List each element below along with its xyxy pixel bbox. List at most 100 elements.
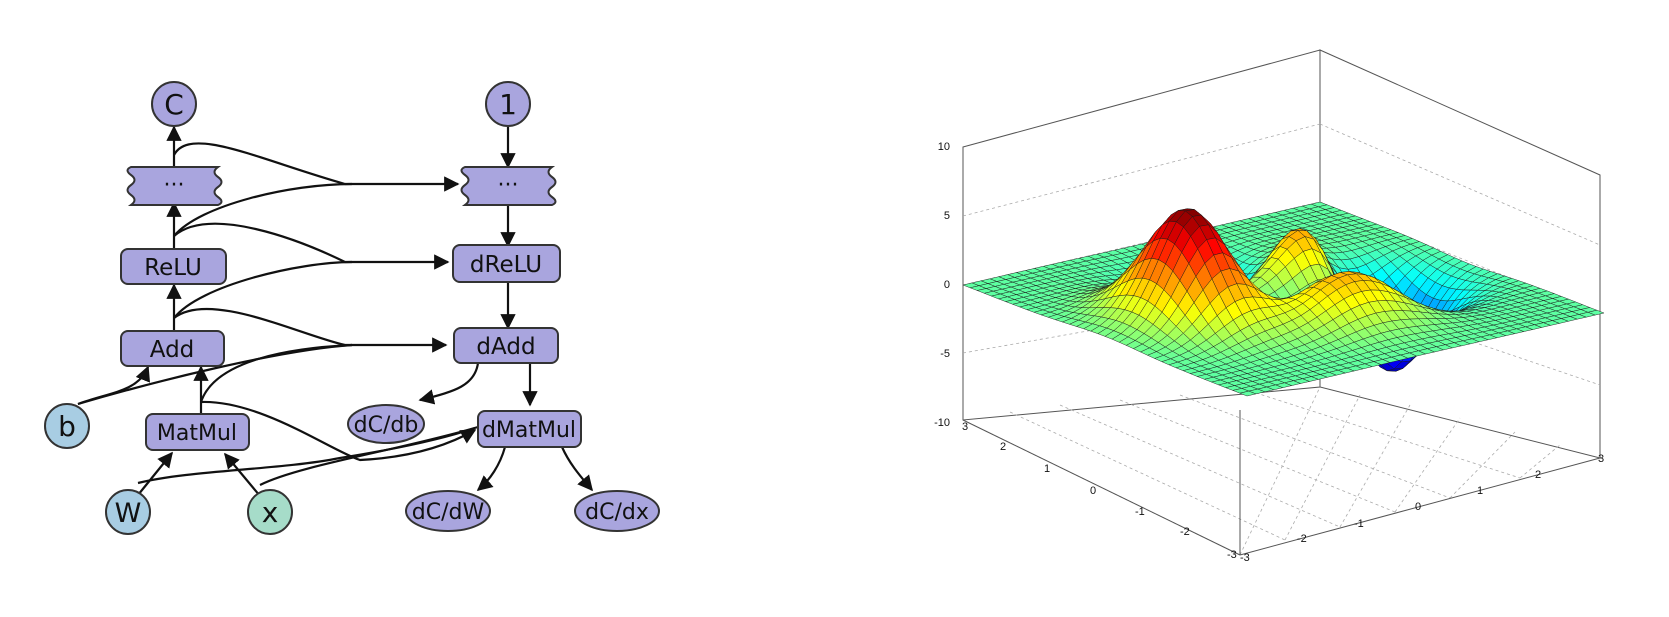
y-tick: 1 [1044, 463, 1050, 475]
surface-facet [1026, 307, 1044, 313]
surface-facet [1179, 262, 1197, 292]
surface-facet [1185, 230, 1203, 237]
surface-facet [1282, 246, 1299, 250]
surface-facet [1323, 290, 1342, 298]
surface-facet [1197, 288, 1215, 303]
surface-facet [1187, 305, 1205, 315]
surface-facet [1151, 262, 1169, 271]
x-axis-ticks: -3 -2 -1 0 1 2 3 [1240, 453, 1604, 564]
surface-facet [1163, 212, 1181, 224]
surface-facet [990, 293, 1009, 300]
surface-facet [1113, 273, 1132, 280]
surface-facet [1038, 273, 1057, 280]
surface-facet [1438, 300, 1456, 316]
surface-facet [1376, 319, 1393, 344]
surface-facet [1346, 365, 1364, 372]
surface-facet [1130, 249, 1148, 256]
surface-facet [1270, 345, 1287, 355]
node-dmatmul: dMatMul [477, 410, 582, 448]
surface-facet [1249, 288, 1267, 300]
surface-facet [1065, 306, 1083, 313]
surface-facet [1422, 320, 1439, 331]
surface-facet [1238, 273, 1256, 294]
surface-facet [1484, 285, 1502, 292]
surface-facet [1453, 340, 1471, 347]
surface-facet [1414, 329, 1432, 341]
surface-facet [1224, 385, 1243, 391]
surface-facet [1233, 285, 1250, 307]
surface-facet [1117, 262, 1135, 269]
surface-facet [1384, 355, 1402, 370]
surface-facet [1551, 296, 1570, 302]
surface-facet [1183, 271, 1201, 284]
surface-facet [1192, 267, 1210, 281]
surface-facet [1194, 228, 1212, 235]
surface-facet [1405, 333, 1423, 342]
surface-facet [1246, 371, 1264, 377]
surface-facet [1196, 249, 1214, 258]
surface-facet [1301, 203, 1319, 210]
surface-facet [1386, 285, 1404, 309]
surface-facet [1218, 303, 1236, 314]
surface-facet [1496, 313, 1514, 319]
surface-facet [1404, 346, 1422, 364]
surface-facet [1140, 241, 1159, 248]
node-c-label: C [164, 88, 184, 121]
surface-facet [1409, 241, 1428, 248]
surface-facet [1238, 272, 1256, 285]
surface-facet [1441, 311, 1459, 327]
surface-facet [1186, 208, 1204, 219]
surface-facet [1234, 297, 1252, 315]
surface-facet [1220, 289, 1238, 303]
surface-facet [1185, 264, 1202, 287]
surface-facet [1424, 247, 1442, 256]
surface-facet [1368, 345, 1386, 362]
surface-facet [1331, 231, 1349, 238]
surface-facet [1357, 314, 1375, 331]
surface-facet [1384, 243, 1403, 252]
surface-facet [1042, 306, 1060, 313]
surface-facet [1280, 242, 1297, 250]
surface-facet [1542, 320, 1561, 326]
surface-facet [1269, 224, 1287, 230]
surface-facet [1160, 260, 1178, 270]
surface-facet [1072, 270, 1091, 276]
surface-facet [1240, 272, 1258, 297]
surface-facet [1188, 216, 1206, 236]
surface-facet [1310, 374, 1329, 380]
surface-facet [1299, 282, 1316, 294]
surface-facet [1187, 286, 1204, 304]
surface-facet [1291, 359, 1309, 366]
surface-facet [1343, 243, 1362, 251]
surface-facet [1216, 363, 1234, 371]
surface-facet [1420, 264, 1438, 279]
surface-facet [1128, 268, 1145, 278]
surface-facet [1393, 310, 1411, 321]
surface-facet [1260, 247, 1277, 271]
surface-facet [1076, 282, 1094, 287]
surface-facet [1189, 292, 1206, 306]
surface-facet [1019, 282, 1037, 288]
surface-facet [1587, 309, 1605, 316]
surface-facet [1099, 265, 1117, 272]
surface-facet [1512, 292, 1531, 299]
surface-facet [1153, 255, 1171, 263]
surface-facet [1342, 225, 1360, 231]
surface-facet [1374, 226, 1392, 233]
surface-facet [1280, 331, 1298, 343]
surface-facet [1424, 325, 1441, 340]
surface-facet [1250, 289, 1268, 303]
surface-facet [1343, 294, 1361, 310]
surface-facet [1224, 295, 1242, 314]
surface-facet [1466, 309, 1483, 314]
surface-facet [1558, 298, 1577, 305]
surface-facet [1252, 296, 1270, 309]
surface-facet [1236, 349, 1254, 359]
surface-facet [1503, 316, 1521, 322]
surface-facet [1247, 261, 1265, 275]
surface-facet [1174, 238, 1193, 245]
x-tick: 3 [1598, 453, 1604, 465]
surface-facet [1125, 258, 1143, 273]
surface-facet [1299, 284, 1316, 299]
surface-facet [1428, 312, 1447, 319]
